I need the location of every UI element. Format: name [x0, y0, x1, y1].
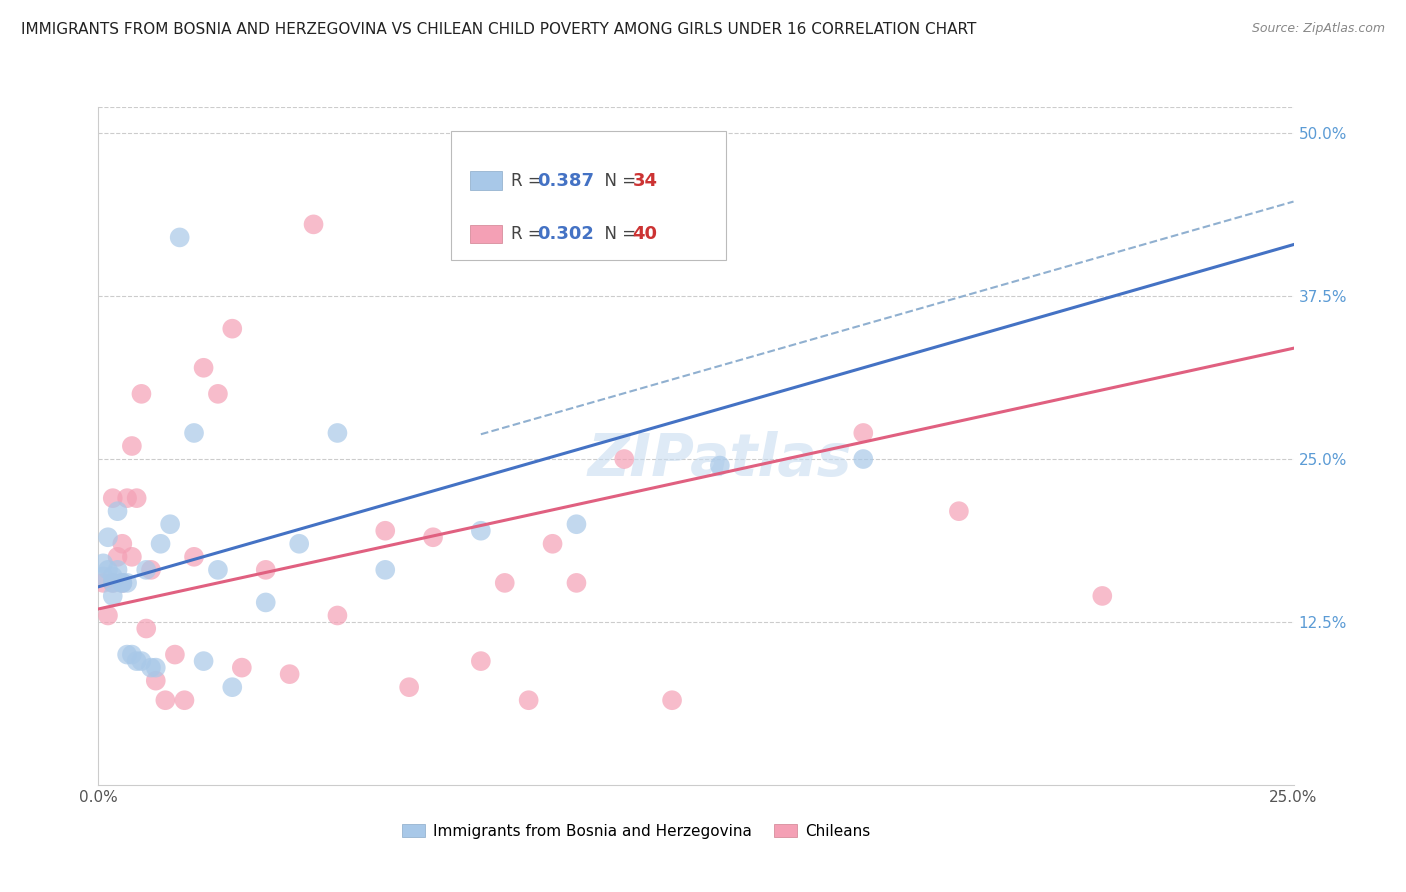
Point — [193, 360, 215, 375]
Point — [97, 608, 120, 623]
Point — [135, 563, 157, 577]
Text: IMMIGRANTS FROM BOSNIA AND HERZEGOVINA VS CHILEAN CHILD POVERTY AMONG GIRLS UNDE: IMMIGRANTS FROM BOSNIA AND HERZEGOVINA V… — [21, 22, 976, 37]
Point — [111, 537, 134, 551]
Point — [398, 680, 420, 694]
Point — [709, 458, 731, 473]
FancyBboxPatch shape — [470, 225, 502, 244]
Point — [231, 660, 253, 674]
Text: ZIPatlas: ZIPatlas — [588, 431, 852, 488]
Text: N =: N = — [595, 225, 641, 244]
Point — [169, 230, 191, 244]
Point — [470, 654, 492, 668]
Point — [135, 622, 157, 636]
Point — [422, 530, 444, 544]
FancyBboxPatch shape — [451, 131, 725, 260]
Point — [111, 575, 134, 590]
Point — [107, 563, 129, 577]
Point — [121, 549, 143, 564]
Text: N =: N = — [595, 171, 641, 189]
Point — [374, 524, 396, 538]
Point — [111, 575, 134, 590]
Text: 34: 34 — [633, 171, 658, 189]
Point — [1091, 589, 1114, 603]
Point — [101, 491, 124, 505]
Point — [326, 425, 349, 440]
Point — [254, 563, 277, 577]
Point — [183, 425, 205, 440]
Point — [155, 693, 177, 707]
Point — [494, 575, 516, 590]
Point — [91, 575, 114, 590]
Point — [97, 563, 120, 577]
Point — [541, 537, 564, 551]
Text: R =: R = — [510, 171, 547, 189]
Text: Source: ZipAtlas.com: Source: ZipAtlas.com — [1251, 22, 1385, 36]
Point — [221, 321, 243, 335]
Point — [101, 569, 124, 583]
Point — [173, 693, 195, 707]
Point — [115, 575, 138, 590]
Point — [101, 575, 124, 590]
Point — [565, 517, 588, 532]
Point — [278, 667, 301, 681]
Point — [613, 452, 636, 467]
Point — [97, 530, 120, 544]
Point — [183, 549, 205, 564]
Point — [145, 673, 167, 688]
Point — [131, 387, 153, 401]
Point — [115, 491, 138, 505]
Point — [91, 569, 114, 583]
Text: 40: 40 — [633, 225, 658, 244]
Point — [565, 575, 588, 590]
Point — [125, 654, 148, 668]
FancyBboxPatch shape — [470, 171, 502, 190]
Point — [159, 517, 181, 532]
Point — [221, 680, 243, 694]
Point — [121, 648, 143, 662]
Text: R =: R = — [510, 225, 547, 244]
Point — [207, 387, 229, 401]
Point — [374, 563, 396, 577]
Point — [111, 575, 134, 590]
Legend: Immigrants from Bosnia and Herzegovina, Chileans: Immigrants from Bosnia and Herzegovina, … — [396, 818, 876, 845]
Point — [302, 218, 325, 232]
Point — [517, 693, 540, 707]
Point — [326, 608, 349, 623]
Point — [254, 595, 277, 609]
Point — [131, 654, 153, 668]
Point — [121, 439, 143, 453]
Point — [107, 504, 129, 518]
Text: 0.387: 0.387 — [537, 171, 593, 189]
Point — [91, 557, 114, 571]
Text: 0.302: 0.302 — [537, 225, 593, 244]
Point — [948, 504, 970, 518]
Point — [149, 537, 172, 551]
Point — [107, 549, 129, 564]
Point — [193, 654, 215, 668]
Point — [101, 575, 124, 590]
Point — [852, 452, 875, 467]
Point — [125, 491, 148, 505]
Point — [115, 648, 138, 662]
Point — [139, 563, 162, 577]
Point — [139, 660, 162, 674]
Point — [470, 524, 492, 538]
Point — [163, 648, 186, 662]
Point — [661, 693, 683, 707]
Point — [207, 563, 229, 577]
Point — [145, 660, 167, 674]
Point — [101, 589, 124, 603]
Point — [852, 425, 875, 440]
Point — [288, 537, 311, 551]
